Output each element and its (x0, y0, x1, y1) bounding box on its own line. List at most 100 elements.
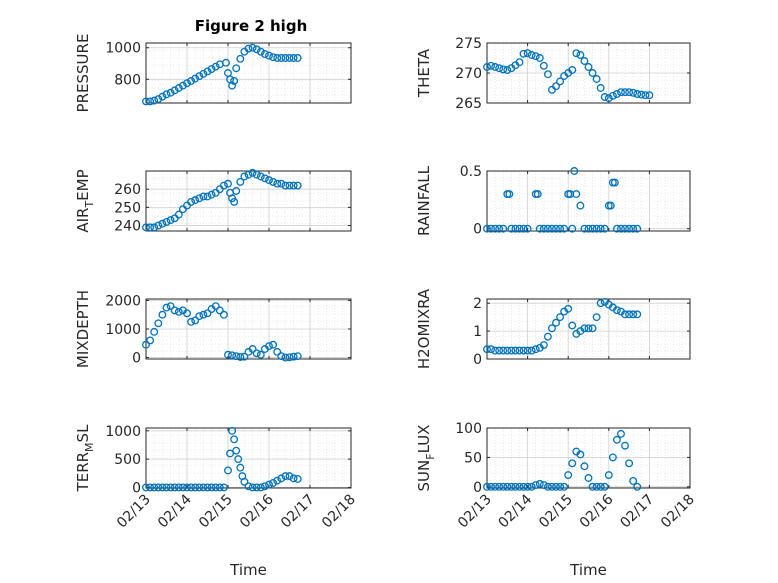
data-point (556, 482, 565, 491)
data-point (256, 483, 265, 492)
data-point (174, 307, 183, 316)
data-point (592, 75, 601, 83)
data-point (195, 312, 204, 321)
data-point (637, 90, 646, 99)
x-tick-label: 02/17 (278, 492, 318, 532)
data-point (503, 66, 512, 74)
data-point (224, 179, 232, 188)
data-point (507, 482, 516, 491)
data-point (260, 50, 269, 59)
data-point (195, 194, 204, 203)
data-point (580, 57, 589, 65)
data-point (199, 310, 208, 319)
data-point (244, 482, 253, 491)
data-point (203, 192, 212, 201)
data-point (535, 54, 544, 62)
y-tick-label: 100 (455, 421, 482, 437)
y-tick-label: 1000 (105, 41, 141, 57)
x-tick-label: 02/18 (658, 492, 698, 532)
data-point (203, 67, 212, 76)
data-point (535, 479, 544, 488)
data-point (265, 176, 273, 185)
data-point (207, 190, 216, 199)
data-point (170, 483, 179, 492)
data-point (531, 345, 540, 354)
y-tick-label: 0 (132, 480, 141, 496)
data-point (158, 310, 167, 319)
data-point (523, 346, 532, 355)
data-point (293, 181, 302, 190)
data-point (281, 54, 290, 62)
data-point (277, 179, 286, 188)
y-tick-label: 0 (473, 222, 482, 238)
data-point (625, 88, 634, 97)
data-point (265, 51, 273, 60)
data-point (491, 224, 500, 233)
data-point (584, 63, 593, 71)
data-point (531, 481, 540, 490)
data-point (142, 223, 150, 232)
data-point (215, 306, 224, 315)
data-point (629, 310, 638, 319)
data-point (576, 450, 585, 459)
data-point (499, 224, 508, 233)
data-point (604, 471, 613, 480)
y-tick-label: 275 (455, 36, 482, 52)
data-point (162, 483, 171, 492)
data-point (178, 483, 187, 492)
data-point (228, 351, 237, 360)
data-point (612, 435, 621, 444)
data-point (523, 482, 532, 491)
data-point (531, 52, 540, 61)
data-point (511, 346, 520, 355)
data-point (633, 482, 642, 491)
data-point (158, 483, 167, 492)
data-point (260, 174, 269, 183)
data-point (487, 345, 496, 354)
data-point (158, 219, 167, 228)
data-point (146, 97, 155, 106)
data-point (588, 482, 597, 491)
data-point (641, 91, 650, 100)
data-point (293, 474, 302, 483)
data-point (285, 353, 294, 362)
data-point (608, 453, 617, 462)
data-point (621, 441, 629, 450)
data-point (211, 62, 220, 71)
data-point (277, 474, 286, 483)
data-point (195, 72, 204, 81)
data-point (191, 316, 200, 325)
ylabel-2: AIRTEMP (74, 169, 96, 232)
data-point (610, 178, 619, 187)
data-point (499, 346, 508, 355)
data-point (191, 74, 200, 83)
data-point (154, 319, 163, 328)
data-point (269, 478, 278, 487)
data-point (154, 221, 163, 230)
data-point (539, 481, 548, 490)
data-point (240, 477, 249, 486)
data-point (592, 482, 601, 491)
data-point (556, 224, 565, 233)
y-tick-label: 260 (114, 182, 141, 198)
data-point (491, 63, 500, 71)
data-point (162, 90, 171, 99)
data-point (207, 65, 216, 74)
data-point (580, 324, 589, 333)
data-point (150, 327, 159, 336)
data-point (519, 49, 528, 58)
data-point (645, 91, 654, 100)
data-point (236, 353, 245, 361)
data-point (260, 482, 269, 491)
data-point (248, 168, 257, 177)
data-point (203, 483, 212, 492)
data-point (142, 97, 150, 106)
data-point (483, 345, 491, 354)
data-point (244, 170, 253, 179)
data-point (228, 426, 237, 435)
xlabel-6: Time (229, 561, 267, 579)
data-point (495, 64, 504, 73)
data-point (606, 201, 615, 210)
